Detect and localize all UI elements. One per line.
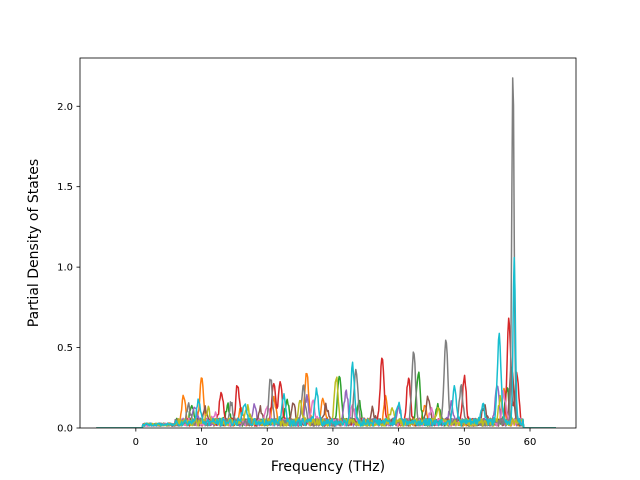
- y-tick-label: 0.5: [57, 343, 73, 354]
- y-axis: 0.0 0.5 1.0 1.5 2.0: [57, 102, 80, 435]
- y-tick-label: 1.0: [57, 263, 73, 274]
- x-tick-label: 0: [133, 437, 139, 448]
- y-axis-label: Partial Density of States: [26, 159, 42, 327]
- x-axis-label: Frequency (THz): [271, 459, 385, 475]
- x-axis: 0 10 20 30 40 50 60: [133, 428, 537, 448]
- y-tick-label: 1.5: [57, 182, 73, 193]
- x-tick-label: 50: [458, 437, 471, 448]
- x-tick-label: 20: [261, 437, 274, 448]
- x-tick-label: 40: [392, 437, 405, 448]
- pdos-series-line-8: [96, 256, 556, 428]
- axes-frame: [79, 57, 577, 429]
- series-layer: [96, 77, 556, 428]
- plot-area: [79, 57, 577, 429]
- y-tick-label: 0.0: [57, 424, 73, 435]
- x-tick-label: 60: [524, 437, 537, 448]
- axes-background: [80, 58, 576, 428]
- x-tick-label: 10: [195, 437, 208, 448]
- y-tick-label: 2.0: [57, 102, 73, 113]
- x-tick-label: 30: [327, 437, 340, 448]
